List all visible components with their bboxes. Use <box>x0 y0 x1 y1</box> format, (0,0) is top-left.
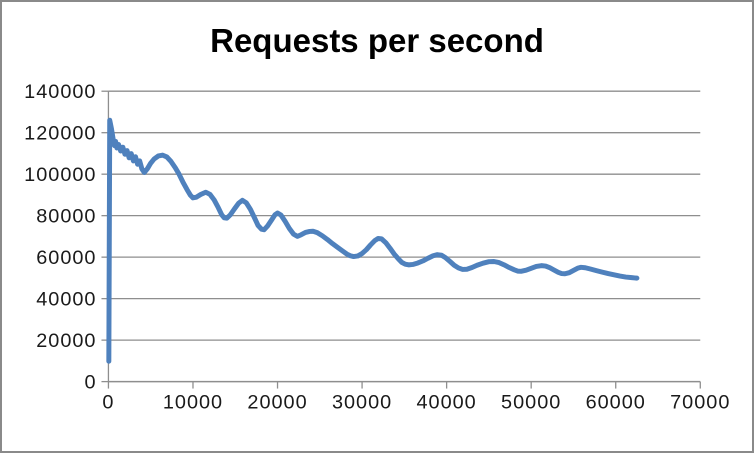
y-tick-label: 40000 <box>36 289 96 311</box>
x-tick-label: 60000 <box>586 391 646 413</box>
x-tick-label: 30000 <box>332 391 392 413</box>
y-tick-label: 60000 <box>36 247 96 269</box>
x-tick-label: 50000 <box>501 391 561 413</box>
chart-title: Requests per second <box>210 22 544 59</box>
x-tick-label: 10000 <box>163 391 223 413</box>
y-tick-label: 100000 <box>24 164 96 186</box>
y-tick-label: 120000 <box>24 123 96 145</box>
x-tick-label: 40000 <box>416 391 476 413</box>
y-tick-label: 0 <box>84 372 96 394</box>
x-tick-label: 0 <box>102 391 114 413</box>
y-tick-label: 80000 <box>36 206 96 228</box>
y-tick-label: 20000 <box>36 330 96 352</box>
series-line <box>106 117 640 364</box>
x-tick-label: 70000 <box>670 391 730 413</box>
x-tick-label: 20000 <box>247 391 307 413</box>
y-tick-label: 140000 <box>24 81 96 103</box>
